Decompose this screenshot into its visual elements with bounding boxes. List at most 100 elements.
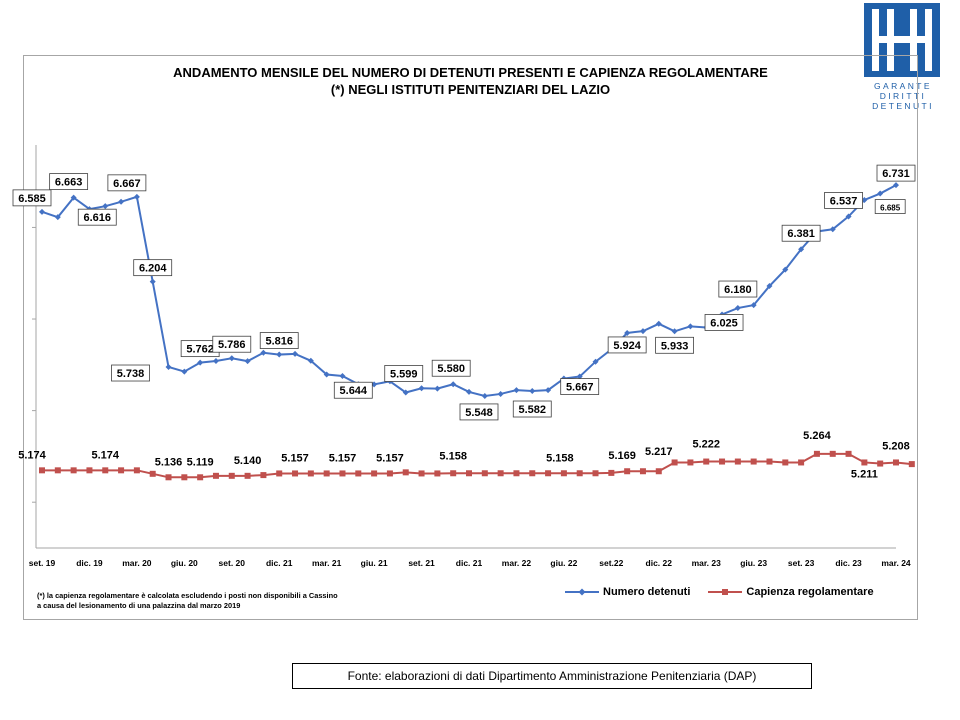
logo-word-garante: GARANTE <box>874 81 932 91</box>
point-capienza <box>750 458 757 465</box>
data-label-detenuti: 6.667 <box>113 178 141 190</box>
point-capienza <box>450 470 457 477</box>
point-capienza <box>212 472 219 479</box>
point-detenuti <box>466 388 472 395</box>
x-tick-label: dic. 22 <box>646 558 673 568</box>
data-label-detenuti: 6.025 <box>710 317 738 329</box>
x-tick-label: set. 19 <box>29 558 56 568</box>
data-label-box-detenuti <box>874 199 906 214</box>
point-capienza <box>244 472 251 479</box>
x-tick-label: mar. 23 <box>692 558 722 568</box>
point-detenuti <box>212 357 219 364</box>
data-label-box-detenuti <box>384 365 424 382</box>
data-label-detenuti: 6.585 <box>18 193 46 205</box>
x-tick-label: giu. 20 <box>171 558 198 568</box>
point-detenuti <box>687 323 694 330</box>
point-detenuti <box>798 246 805 253</box>
point-capienza <box>655 468 662 475</box>
point-detenuti <box>228 355 235 362</box>
data-label-detenuti: 5.762 <box>186 344 214 356</box>
data-label-capienza: 5.264 <box>803 430 831 442</box>
data-label-detenuti: 6.537 <box>830 195 858 207</box>
point-detenuti <box>529 388 536 395</box>
point-detenuti <box>307 357 314 364</box>
data-label-detenuti: 5.580 <box>437 363 465 375</box>
data-label-detenuti: 5.548 <box>465 407 493 419</box>
data-label-capienza: 5.217 <box>645 446 673 458</box>
point-capienza <box>861 459 868 466</box>
point-capienza <box>560 470 567 477</box>
data-label-detenuti: 6.204 <box>139 263 167 275</box>
point-capienza <box>39 467 45 474</box>
point-capienza <box>687 459 694 466</box>
chart-frame <box>23 55 918 620</box>
point-detenuti <box>513 387 520 394</box>
point-capienza <box>292 470 299 477</box>
data-label-detenuti: 5.738 <box>117 368 145 380</box>
data-label-box-detenuti <box>107 174 147 192</box>
point-detenuti <box>434 385 441 392</box>
point-capienza <box>545 470 552 477</box>
footnote-line2: a causa del lesionamento di una palazzin… <box>37 601 241 610</box>
point-capienza <box>54 467 61 474</box>
x-tick-label: set. 23 <box>788 558 815 568</box>
point-capienza <box>481 470 488 477</box>
point-capienza <box>86 467 93 474</box>
point-detenuti <box>671 328 678 335</box>
data-label-capienza: 5.158 <box>439 450 467 462</box>
legend-item-capienza: Capienza regolamentare <box>708 586 874 598</box>
point-detenuti <box>734 305 741 312</box>
legend-label-detenuti: Numero detenuti <box>603 586 691 598</box>
data-label-detenuti: 5.924 <box>613 340 641 352</box>
data-label-box-detenuti <box>333 381 373 399</box>
point-detenuti <box>181 368 188 375</box>
legend-marker-capienza <box>708 589 743 595</box>
point-capienza <box>782 459 789 466</box>
point-capienza <box>307 470 314 477</box>
point-capienza <box>355 470 362 477</box>
data-label-detenuti: 6.663 <box>55 177 83 189</box>
point-detenuti <box>592 358 599 365</box>
point-capienza <box>576 470 583 477</box>
point-detenuti <box>481 392 488 399</box>
data-label-detenuti: 6.180 <box>724 284 752 296</box>
data-label-capienza: 5.157 <box>376 452 404 464</box>
point-capienza <box>118 467 125 474</box>
legend-label-capienza: Capienza regolamentare <box>746 586 874 598</box>
point-detenuti <box>877 190 884 197</box>
point-detenuti <box>545 387 552 394</box>
data-label-box-detenuti <box>133 259 173 277</box>
point-detenuti <box>118 198 125 205</box>
point-detenuti <box>829 226 836 233</box>
logo-word-detenuti: DETENUTI <box>872 101 934 111</box>
data-label-box-detenuti <box>607 336 647 354</box>
x-tick-label: dic. 21 <box>266 558 293 568</box>
point-detenuti <box>845 213 852 220</box>
chart-title-line1: ANDAMENTO MENSILE DEL NUMERO DI DETENUTI… <box>173 65 768 80</box>
point-capienza <box>671 459 678 466</box>
point-capienza <box>434 470 441 477</box>
point-capienza <box>608 469 615 476</box>
data-label-detenuti: 6.381 <box>787 228 815 240</box>
point-detenuti <box>133 193 140 200</box>
x-tick-label: mar. 20 <box>122 558 152 568</box>
point-capienza <box>908 461 915 468</box>
data-label-box-detenuti <box>459 403 499 421</box>
data-label-capienza: 5.157 <box>329 452 357 464</box>
x-tick-label: set. 21 <box>408 558 435 568</box>
point-detenuti <box>102 203 109 210</box>
point-capienza <box>529 470 536 477</box>
data-label-detenuti: 5.816 <box>265 336 293 348</box>
point-capienza <box>829 450 836 457</box>
data-label-capienza: 5.174 <box>91 449 119 461</box>
point-capienza <box>181 474 188 481</box>
point-capienza <box>339 470 346 477</box>
legend: Numero detenuti Capienza regolamentare <box>565 586 874 598</box>
source-note: Fonte: elaborazioni di dati Dipartimento… <box>292 663 812 689</box>
x-tick-label: giu. 22 <box>550 558 577 568</box>
point-capienza <box>371 470 378 477</box>
point-capienza <box>276 470 283 477</box>
data-label-box-detenuti <box>77 208 117 226</box>
point-capienza <box>497 470 504 477</box>
point-detenuti <box>244 358 251 365</box>
